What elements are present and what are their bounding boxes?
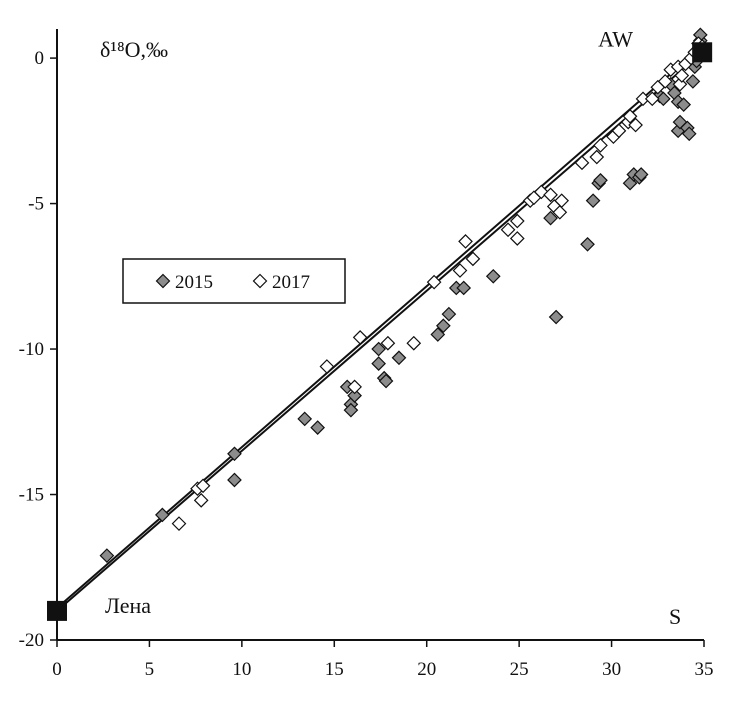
point-2015: [436, 318, 451, 334]
regression-lines: [56, 45, 703, 612]
mixing-line: [56, 51, 703, 612]
point-2017: [628, 117, 643, 133]
point-2015: [543, 210, 558, 226]
point-2017: [509, 213, 525, 229]
legend: 2015 2017: [122, 258, 346, 304]
point-2015: [580, 236, 595, 252]
point-2015: [391, 350, 407, 366]
point-2017: [195, 478, 211, 494]
point-2015: [430, 327, 446, 342]
point-2017: [554, 193, 570, 209]
x-tick-label: 30: [602, 659, 621, 680]
point-2017: [452, 263, 468, 278]
point-2017: [672, 76, 688, 92]
point-2015: [585, 193, 601, 209]
x-tick-label: 5: [145, 659, 155, 680]
point-2017: [589, 149, 605, 165]
point-2017: [622, 108, 638, 124]
point-2015: [347, 388, 362, 403]
point-2015: [676, 97, 692, 112]
point-2015: [485, 268, 501, 284]
point-2015: [297, 411, 313, 427]
endmember-label-aw: AW: [598, 26, 633, 51]
point-2017: [611, 123, 627, 139]
mixing-line: [56, 45, 703, 609]
endmember-marker: [692, 42, 713, 63]
legend-label: 2015: [175, 272, 213, 293]
point-2015: [227, 446, 242, 462]
x-tick-label: 0: [52, 659, 62, 680]
point-2017: [574, 155, 590, 171]
point-2015: [681, 126, 697, 142]
point-2017: [426, 274, 442, 290]
point-2015: [685, 74, 701, 89]
point-2015: [155, 507, 170, 523]
legend-marker: [252, 273, 268, 289]
point-2017: [674, 68, 690, 83]
point-2015: [371, 356, 386, 371]
point-2015: [371, 341, 386, 357]
x-tick-label: 20: [417, 659, 436, 680]
point-2017: [352, 330, 368, 345]
point-2017: [171, 516, 187, 531]
legend-marker: [155, 273, 171, 289]
point-2015: [655, 91, 671, 107]
x-tick-label: 10: [232, 659, 251, 680]
point-2015: [378, 373, 394, 389]
y-tick-label: 0: [35, 48, 45, 69]
point-2015: [456, 280, 472, 296]
point-2015: [441, 306, 457, 322]
y-axis-label: δ¹⁸O,‰: [100, 37, 168, 62]
point-2015: [633, 167, 649, 182]
point-2017: [509, 231, 525, 246]
y-tick-label: -20: [19, 630, 44, 651]
point-2017: [465, 251, 481, 267]
data-points: [99, 27, 710, 563]
endmember-label-lena: Лена: [105, 593, 151, 618]
point-2017: [552, 204, 568, 220]
point-2017: [458, 234, 473, 249]
x-tick-label: 35: [695, 659, 714, 680]
y-tick-label: -15: [19, 485, 44, 506]
point-2017: [406, 335, 422, 351]
point-2015: [99, 548, 115, 563]
legend-label: 2017: [272, 272, 310, 293]
point-2015: [343, 402, 359, 418]
point-2015: [672, 114, 688, 130]
point-2015: [548, 309, 564, 325]
point-2015: [227, 472, 242, 488]
x-tick-label: 25: [510, 659, 529, 680]
point-2017: [380, 335, 396, 351]
axes: 0 5 10 15 20 25 30 35 0 -5 -10 -15 -20: [19, 29, 714, 680]
point-2017: [644, 91, 660, 107]
point-2017: [193, 492, 209, 508]
point-2017: [657, 74, 673, 89]
y-tick-label: -5: [28, 194, 44, 215]
point-2017: [319, 359, 335, 374]
x-tick-label: 15: [325, 659, 344, 680]
point-2017: [500, 222, 516, 238]
y-tick-label: -10: [19, 339, 44, 360]
x-axis-label: S: [669, 604, 681, 629]
endmember-marker: [47, 600, 67, 621]
point-2017: [347, 379, 362, 395]
point-2015: [310, 420, 325, 435]
point-2017: [543, 187, 558, 203]
point-2017: [593, 138, 608, 153]
endmember-markers: Лена AW: [47, 26, 713, 621]
point-2015: [593, 172, 608, 188]
